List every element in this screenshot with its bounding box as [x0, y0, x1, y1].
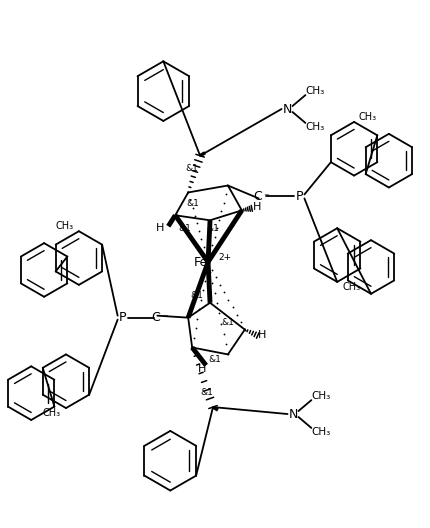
Text: N: N [288, 408, 298, 420]
Text: &1: &1 [190, 291, 203, 300]
Text: H: H [197, 364, 206, 374]
Text: CH₃: CH₃ [56, 221, 74, 231]
Text: CH₃: CH₃ [341, 282, 359, 292]
Text: CH₃: CH₃ [311, 391, 330, 401]
Text: CH₃: CH₃ [43, 408, 61, 418]
Text: H: H [257, 329, 265, 340]
Text: CH₃: CH₃ [358, 112, 376, 122]
Text: &1: &1 [186, 199, 199, 208]
Text: N: N [282, 102, 292, 116]
Text: C: C [252, 190, 261, 203]
Text: CH₃: CH₃ [311, 427, 330, 437]
Text: ⁻: ⁻ [263, 192, 269, 202]
Text: CH₃: CH₃ [305, 122, 324, 132]
Text: Fe: Fe [194, 256, 208, 269]
Text: P: P [119, 311, 126, 324]
Text: H: H [156, 223, 164, 233]
Text: &1: &1 [206, 224, 219, 233]
Text: H: H [252, 202, 260, 212]
Text: &1: &1 [200, 388, 213, 397]
Text: &1: &1 [208, 355, 221, 364]
Text: 2+: 2+ [218, 252, 230, 261]
Text: P: P [295, 190, 302, 203]
Text: ⁻: ⁻ [162, 314, 168, 324]
Text: &1: &1 [185, 164, 198, 173]
Text: C: C [151, 311, 160, 324]
Text: CH₃: CH₃ [305, 86, 324, 96]
Text: &1: &1 [178, 224, 191, 233]
Text: &1: &1 [221, 318, 234, 327]
